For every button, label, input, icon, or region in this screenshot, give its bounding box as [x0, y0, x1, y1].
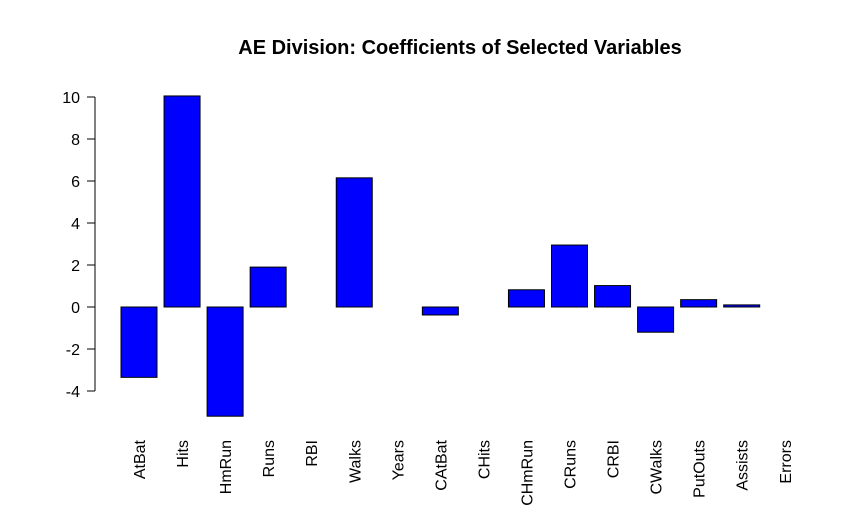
bars	[120, 95, 761, 417]
bar-hmrun	[206, 306, 244, 417]
bar-putouts	[680, 299, 718, 308]
x-category-label: Runs	[261, 440, 278, 477]
x-category-label: RBI	[304, 440, 321, 467]
y-axis: -4 -2 0 2 4 6 8 10	[62, 90, 96, 401]
y-tick-label: 8	[71, 132, 80, 149]
y-tick-label: 6	[71, 174, 80, 191]
y-tick-label: 10	[62, 90, 80, 107]
x-category-label: Hits	[175, 440, 192, 468]
bar-catbat	[421, 306, 459, 316]
bar-crbi	[594, 285, 632, 308]
bar-cruns	[551, 244, 588, 308]
x-category-label: HmRun	[218, 440, 235, 494]
y-tick-label: 2	[71, 258, 80, 275]
bar-cwalks	[637, 306, 675, 333]
bar-atbat	[120, 306, 158, 378]
y-tick-label: 0	[71, 300, 80, 317]
x-category-label: AtBat	[132, 439, 149, 479]
x-axis-labels: AtBat Hits HmRun Runs RBI Walks Years CAtBat CHi…	[132, 439, 795, 505]
bar-runs	[249, 266, 287, 308]
y-tick-label: 4	[71, 216, 80, 233]
x-category-label: CRuns	[563, 440, 580, 489]
x-category-label: Years	[390, 440, 407, 480]
x-category-label: CHmRun	[519, 440, 536, 506]
x-category-label: CHits	[476, 440, 493, 479]
y-tick-label: -2	[66, 342, 80, 359]
bar-chmrun	[507, 289, 545, 308]
x-category-label: Walks	[347, 440, 364, 483]
bar-hits	[163, 95, 201, 308]
x-category-label: CRBI	[606, 440, 623, 478]
x-category-label: Errors	[778, 440, 795, 484]
chart-title: AE Division: Coefficients of Selected Va…	[238, 37, 681, 59]
x-category-label: CAtBat	[433, 439, 450, 490]
bar-assists	[723, 304, 761, 308]
y-tick-label: -4	[66, 384, 80, 401]
bar-walks	[335, 177, 373, 308]
x-category-label: PutOuts	[692, 440, 709, 498]
x-category-label: CWalks	[649, 440, 666, 495]
x-category-label: Assists	[735, 440, 752, 491]
